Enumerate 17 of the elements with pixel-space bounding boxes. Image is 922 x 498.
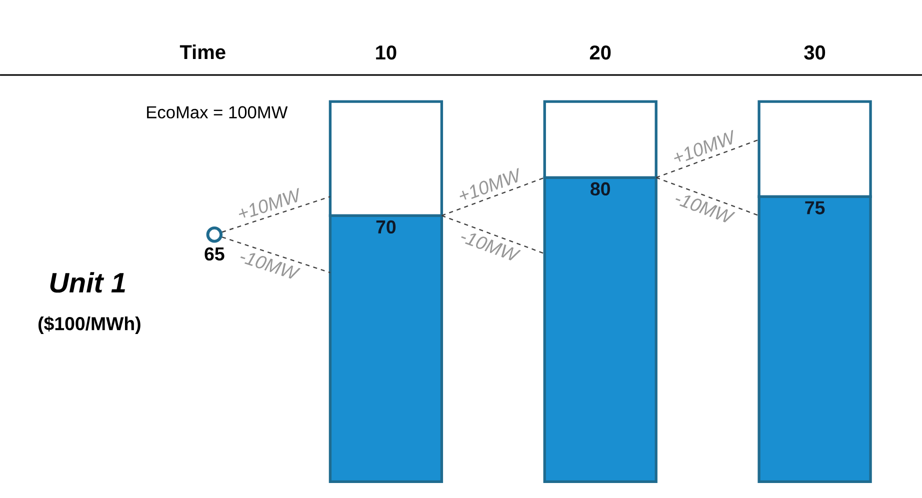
y-axis-title: Unit 1 <box>50 272 125 293</box>
data-label: 70 <box>376 220 396 234</box>
data-label: 80 <box>590 182 610 196</box>
text: -10MW <box>240 253 301 279</box>
data-label: 75 <box>805 202 825 215</box>
annotation: ($100/MWh) <box>38 316 140 334</box>
x-tick-label: 20 <box>590 46 611 60</box>
text: -10MW <box>675 196 736 222</box>
text: +10MW <box>460 168 519 200</box>
x-tick-label: 10 <box>376 46 396 60</box>
annotation: EcoMax = 100MW <box>147 106 288 119</box>
text: +10MW <box>238 188 299 218</box>
x-tick-label: 30 <box>804 46 826 60</box>
data-label: 65 <box>204 247 224 261</box>
text: -10MW <box>461 234 521 260</box>
x-axis-title: Time <box>180 44 226 60</box>
text: +10MW <box>674 130 734 162</box>
